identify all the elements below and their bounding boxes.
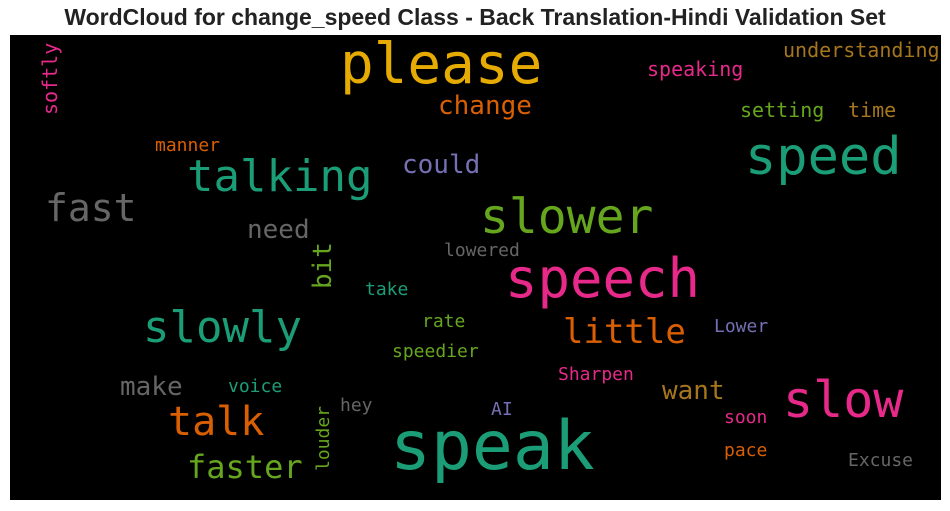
word-lower: Lower xyxy=(714,316,769,337)
word-soon: soon xyxy=(724,407,768,428)
word-could: could xyxy=(402,150,481,180)
word-please: please xyxy=(340,35,543,97)
word-time: time xyxy=(848,98,897,122)
word-hey: hey xyxy=(340,395,373,416)
word-little: little xyxy=(563,312,686,352)
word-sharpen: Sharpen xyxy=(558,364,634,385)
word-understanding: understanding xyxy=(783,38,940,62)
word-speaking: speaking xyxy=(647,57,744,81)
word-need: need xyxy=(247,215,310,245)
word-voice: voice xyxy=(228,376,283,397)
word-talk: talk xyxy=(168,399,265,445)
word-slower: slower xyxy=(480,189,654,245)
word-fast: fast xyxy=(45,186,137,230)
word-speed: speed xyxy=(745,127,902,187)
word-setting: setting xyxy=(740,98,825,122)
word-excuse: Excuse xyxy=(848,450,914,471)
word-rate: rate xyxy=(422,311,466,332)
word-slowly: slowly xyxy=(143,302,302,353)
word-softly: softly xyxy=(38,42,62,115)
word-take: take xyxy=(365,279,409,300)
word-bit: bit xyxy=(308,242,338,289)
word-speedier: speedier xyxy=(392,341,479,362)
word-change: change xyxy=(438,91,532,121)
word-make: make xyxy=(120,372,183,402)
word-talking: talking xyxy=(187,151,373,202)
word-pace: pace xyxy=(724,440,768,461)
word-speak: speak xyxy=(390,407,595,486)
word-lowered: lowered xyxy=(444,240,520,261)
wordcloud-canvas: speak please speech speed slower slow talking s… xyxy=(10,35,941,500)
chart-title: WordCloud for change_speed Class - Back … xyxy=(64,4,886,30)
word-ai: AI xyxy=(491,399,513,420)
word-faster: faster xyxy=(187,448,303,486)
word-louder: louder xyxy=(313,405,334,471)
word-want: want xyxy=(662,376,725,406)
word-slow: slow xyxy=(783,371,904,429)
word-speech: speech xyxy=(505,247,701,310)
word-manner: manner xyxy=(155,135,221,156)
